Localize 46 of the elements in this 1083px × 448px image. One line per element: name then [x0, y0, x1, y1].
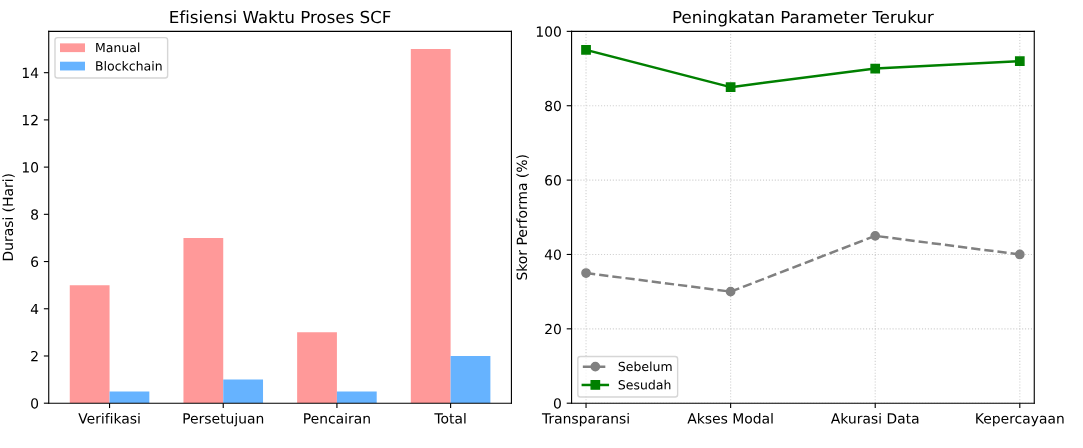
- y-axis-title: Skor Performa (%): [516, 155, 529, 280]
- point: [1014, 249, 1025, 260]
- chart-title: Peningkatan Parameter Terukur: [673, 10, 934, 27]
- x-tick-label: Pencairan: [304, 412, 370, 424]
- x-tick-label: Transparansi: [541, 412, 629, 427]
- x-tick-label: Akses Modal: [687, 412, 773, 424]
- legend-label: Sesudah: [618, 379, 671, 390]
- y-tick-label: 60: [545, 175, 561, 186]
- y-tick-label: 6: [31, 256, 39, 268]
- bar: [183, 237, 224, 404]
- legend-label: Blockchain: [96, 60, 162, 71]
- y-tick-label: 4: [30, 303, 39, 315]
- point: [725, 286, 736, 297]
- bar: [223, 379, 264, 404]
- y-tick-label: 40: [544, 249, 561, 260]
- point: [725, 82, 736, 92]
- bar: [69, 285, 110, 404]
- y-tick-label: 2: [31, 350, 38, 362]
- y-tick-label: 0: [31, 398, 39, 409]
- x-tick-label: Kepercayaan: [976, 413, 1064, 427]
- point: [870, 63, 881, 74]
- x-tick-label: Verifikasi: [78, 412, 140, 424]
- y-tick-label: 14: [22, 67, 39, 78]
- point: [870, 231, 881, 241]
- bar: [450, 355, 491, 404]
- y-axis-title: Durasi (Hari): [2, 174, 15, 261]
- point: [1014, 56, 1025, 66]
- y-tick-label: 12: [22, 114, 38, 126]
- chart-title: Efisiensi Waktu Proses SCF: [170, 10, 391, 24]
- x-tick-label: Persetujuan: [183, 412, 264, 427]
- legend-label: Sebelum: [618, 361, 672, 372]
- y-tick-label: 100: [536, 26, 561, 37]
- bar: [297, 332, 337, 404]
- y-tick-label: 80: [545, 100, 561, 112]
- y-tick-label: 20: [545, 323, 561, 335]
- x-tick-label: Akurasi Data: [830, 412, 919, 424]
- legend-label: Manual: [96, 42, 140, 53]
- x-tick-label: Total: [434, 412, 466, 424]
- bar: [109, 391, 150, 404]
- bar: [410, 49, 451, 404]
- y-tick-label: 10: [22, 162, 39, 173]
- y-tick-label: 8: [31, 209, 39, 220]
- bar: [336, 391, 377, 404]
- y-tick-label: 0: [553, 398, 561, 409]
- point: [581, 45, 591, 55]
- point: [581, 268, 591, 278]
